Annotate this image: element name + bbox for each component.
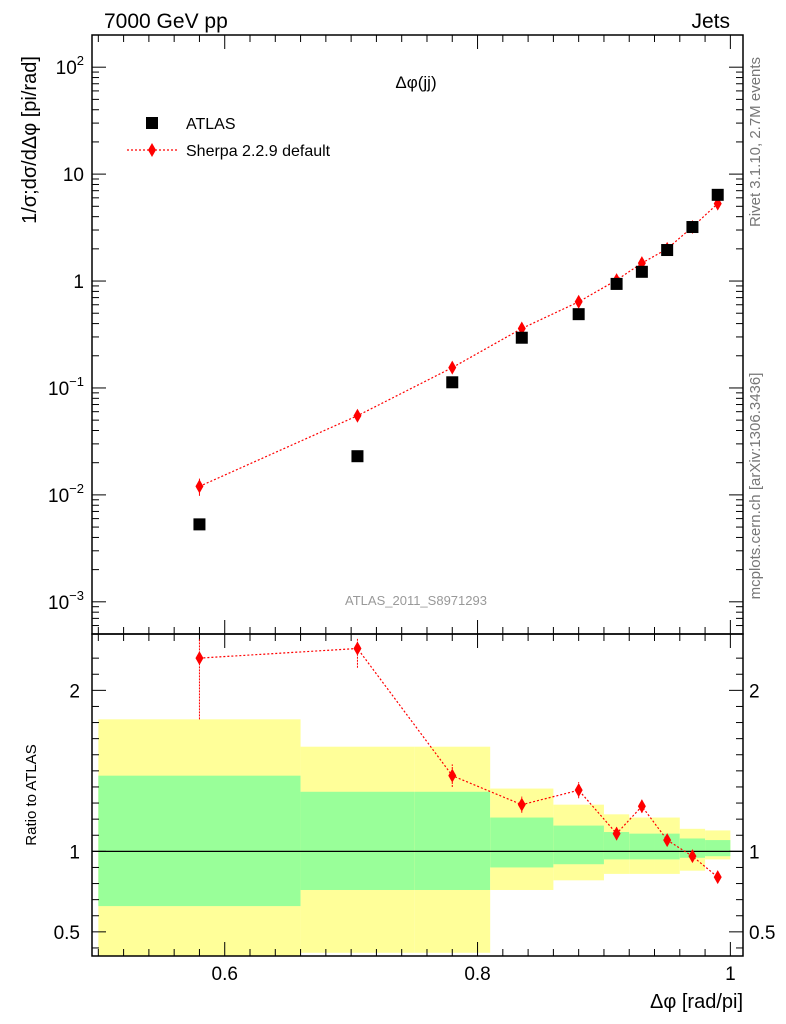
mcplots-source-label: mcplots.cern.ch [arXiv:1306.3436] bbox=[747, 373, 764, 600]
sherpa-ratio-point bbox=[688, 849, 697, 864]
ratio-y-axis-label: Ratio to ATLAS bbox=[23, 744, 40, 845]
atlas-data-point bbox=[610, 277, 623, 290]
sherpa-main-line bbox=[199, 203, 719, 487]
rivet-version-label: Rivet 3.1.10, 2.7M events bbox=[747, 57, 764, 227]
ratio-panel: 0.5 0.5 1 1 2 2 0.6 0.8 1 Ratio to ATLAS Δφ [rad… bbox=[23, 633, 775, 1013]
sherpa-ratio-point bbox=[448, 768, 457, 783]
ratio-inner-band bbox=[629, 833, 655, 860]
main-chart-title: Δφ(jj) bbox=[395, 73, 436, 92]
main-axis-ticks: 10−3 10−2 10−1 1 10 102 bbox=[48, 34, 743, 635]
atlas-data-point bbox=[635, 265, 648, 278]
legend-sherpa-marker bbox=[148, 143, 156, 157]
ratio-y-tick-label-right: 1 bbox=[749, 842, 760, 863]
sherpa-ratio-point bbox=[713, 870, 722, 885]
x-tick-label: 1 bbox=[725, 964, 736, 985]
atlas-data-point bbox=[572, 308, 585, 321]
ratio-inner-band bbox=[553, 825, 604, 865]
x-tick-label: 0.8 bbox=[464, 964, 490, 985]
sherpa-ratio-point bbox=[637, 799, 646, 814]
ratio-inner-band bbox=[679, 838, 706, 858]
legend-sherpa-label: Sherpa 2.2.9 default bbox=[186, 143, 331, 160]
sherpa-main-point bbox=[574, 294, 583, 309]
main-y-tick-label: 10−3 bbox=[48, 588, 84, 614]
ratio-y-tick-label-left: 1 bbox=[69, 842, 80, 863]
main-y-tick-label: 10−1 bbox=[48, 374, 84, 400]
ratio-inner-band bbox=[705, 840, 731, 857]
atlas-data-point bbox=[661, 244, 674, 257]
sherpa-main-point bbox=[353, 408, 362, 423]
x-axis-label: Δφ [rad/pi] bbox=[650, 991, 743, 1013]
main-y-tick-label: 10−2 bbox=[48, 481, 84, 507]
analysis-id-annotation: ATLAS_2011_S8971293 bbox=[345, 593, 487, 608]
ratio-y-tick-label-right: 2 bbox=[749, 681, 760, 702]
legend-atlas-marker bbox=[146, 117, 158, 129]
sherpa-ratio-point bbox=[663, 833, 672, 848]
ratio-y-tick-label-left: 2 bbox=[69, 681, 80, 702]
ratio-inner-band bbox=[414, 791, 491, 890]
main-y-tick-label: 1 bbox=[73, 272, 84, 293]
main-data-marks bbox=[193, 188, 724, 531]
sherpa-ratio-point bbox=[195, 651, 204, 666]
ratio-data-marks bbox=[195, 638, 722, 885]
main-y-tick-label: 102 bbox=[56, 53, 84, 79]
ratio-inner-band bbox=[490, 817, 554, 868]
ratio-inner-band bbox=[300, 791, 415, 890]
sherpa-ratio-point bbox=[574, 783, 583, 798]
main-panel: 10−3 10−2 10−1 1 10 102 Δφ(jj) ATLAS_2011_S89… bbox=[19, 34, 744, 635]
legend-atlas-label: ATLAS bbox=[186, 116, 236, 133]
atlas-data-point bbox=[351, 450, 364, 463]
ratio-frame bbox=[91, 633, 744, 957]
atlas-data-point bbox=[711, 188, 724, 201]
sherpa-ratio-point bbox=[353, 641, 362, 656]
ratio-inner-band bbox=[98, 775, 301, 907]
sherpa-main-point bbox=[448, 360, 457, 375]
header-left-title: 7000 GeV pp bbox=[104, 10, 228, 33]
atlas-data-point bbox=[686, 221, 699, 234]
ratio-y-tick-label-left: 0.5 bbox=[54, 923, 80, 944]
sherpa-ratio-line bbox=[199, 647, 719, 878]
header-right-title: Jets bbox=[691, 10, 730, 33]
main-y-axis-label: 1/σ;dσ/dΔφ [pi/rad] bbox=[19, 56, 41, 224]
sherpa-ratio-point bbox=[612, 826, 621, 841]
ratio-axis-ticks: 0.5 0.5 1 1 2 2 0.6 0.8 1 bbox=[54, 634, 775, 985]
atlas-data-point bbox=[446, 376, 459, 389]
sherpa-main-point bbox=[195, 479, 204, 494]
atlas-data-point bbox=[193, 518, 206, 531]
ratio-y-tick-label-right: 0.5 bbox=[749, 923, 775, 944]
x-tick-label: 0.6 bbox=[212, 964, 238, 985]
legend: ATLAS Sherpa 2.2.9 default bbox=[127, 116, 331, 160]
main-y-tick-label: 10 bbox=[63, 165, 84, 186]
sherpa-ratio-point bbox=[517, 797, 526, 812]
atlas-data-point bbox=[515, 331, 528, 344]
ratio-uncertainty-bands bbox=[92, 719, 743, 956]
